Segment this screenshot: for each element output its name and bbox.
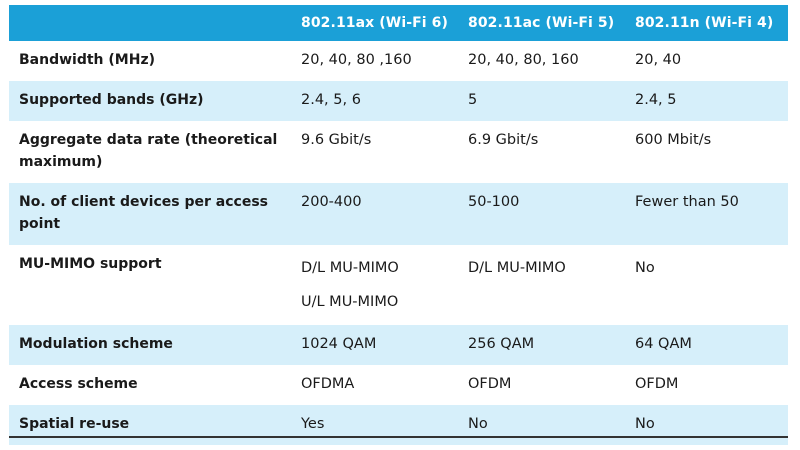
cell-wifi6: 1024 QAM bbox=[290, 325, 457, 365]
cell-wifi5: OFDM bbox=[457, 365, 624, 405]
table-row-mu-mimo: MU-MIMO support D/L MU-MIMO U/L MU-MIMO … bbox=[9, 245, 788, 325]
cell-wifi4: Fewer than 50 bbox=[624, 183, 788, 245]
cell-wifi4: 64 QAM bbox=[624, 325, 788, 365]
table-header-row: 802.11ax (Wi-Fi 6) 802.11ac (Wi-Fi 5) 80… bbox=[9, 5, 788, 41]
table-row-access-scheme: Access scheme OFDMA OFDM OFDM bbox=[9, 365, 788, 405]
cell-wifi4: No bbox=[624, 405, 788, 445]
table-row-client-devices: No. of client devices per access point 2… bbox=[9, 183, 788, 245]
cell-wifi6: 20, 40, 80 ,160 bbox=[290, 41, 457, 81]
table-row-spatial-reuse: Spatial re-use Yes No No bbox=[9, 405, 788, 445]
cell-wifi5: 20, 40, 80, 160 bbox=[457, 41, 624, 81]
mimo-none: No bbox=[635, 260, 655, 276]
cell-wifi4: OFDM bbox=[624, 365, 788, 405]
cell-wifi6: 200-400 bbox=[290, 183, 457, 245]
row-label: Supported bands (GHz) bbox=[9, 81, 290, 121]
row-label: Modulation scheme bbox=[9, 325, 290, 365]
cell-wifi6: OFDMA bbox=[290, 365, 457, 405]
row-label: Aggregate data rate (theoretical maximum… bbox=[9, 121, 290, 183]
cell-wifi4: 600 Mbit/s bbox=[624, 121, 788, 183]
cell-wifi6: Yes bbox=[290, 405, 457, 445]
table-row-bandwidth: Bandwidth (MHz) 20, 40, 80 ,160 20, 40, … bbox=[9, 41, 788, 81]
mimo-downlink: D/L MU-MIMO bbox=[301, 260, 399, 276]
header-wifi5: 802.11ac (Wi-Fi 5) bbox=[457, 5, 624, 41]
cell-wifi5: 6.9 Gbit/s bbox=[457, 121, 624, 183]
cell-wifi4: No bbox=[624, 245, 788, 325]
cell-wifi4: 2.4, 5 bbox=[624, 81, 788, 121]
cell-wifi5: No bbox=[457, 405, 624, 445]
cell-wifi4: 20, 40 bbox=[624, 41, 788, 81]
cell-wifi6: 2.4, 5, 6 bbox=[290, 81, 457, 121]
wifi-standards-comparison-table: 802.11ax (Wi-Fi 6) 802.11ac (Wi-Fi 5) 80… bbox=[9, 5, 788, 445]
cell-wifi6: D/L MU-MIMO U/L MU-MIMO bbox=[290, 245, 457, 325]
header-blank-cell bbox=[9, 5, 290, 41]
mimo-downlink: D/L MU-MIMO bbox=[468, 260, 566, 276]
header-wifi4: 802.11n (Wi-Fi 4) bbox=[624, 5, 788, 41]
mimo-uplink: U/L MU-MIMO bbox=[301, 294, 399, 310]
row-label: Access scheme bbox=[9, 365, 290, 405]
table-row-aggregate-data-rate: Aggregate data rate (theoretical maximum… bbox=[9, 121, 788, 183]
cell-wifi5: D/L MU-MIMO bbox=[457, 245, 624, 325]
table-bottom-rule bbox=[9, 436, 788, 438]
row-label: No. of client devices per access point bbox=[9, 183, 290, 245]
row-label: Spatial re-use bbox=[9, 405, 290, 445]
cell-wifi5: 256 QAM bbox=[457, 325, 624, 365]
table-row-supported-bands: Supported bands (GHz) 2.4, 5, 6 5 2.4, 5 bbox=[9, 81, 788, 121]
comparison-table-container: 802.11ax (Wi-Fi 6) 802.11ac (Wi-Fi 5) 80… bbox=[9, 5, 788, 445]
cell-wifi5: 50-100 bbox=[457, 183, 624, 245]
row-label: Bandwidth (MHz) bbox=[9, 41, 290, 81]
row-label: MU-MIMO support bbox=[9, 245, 290, 325]
table-row-modulation-scheme: Modulation scheme 1024 QAM 256 QAM 64 QA… bbox=[9, 325, 788, 365]
cell-wifi5: 5 bbox=[457, 81, 624, 121]
header-wifi6: 802.11ax (Wi-Fi 6) bbox=[290, 5, 457, 41]
cell-wifi6: 9.6 Gbit/s bbox=[290, 121, 457, 183]
